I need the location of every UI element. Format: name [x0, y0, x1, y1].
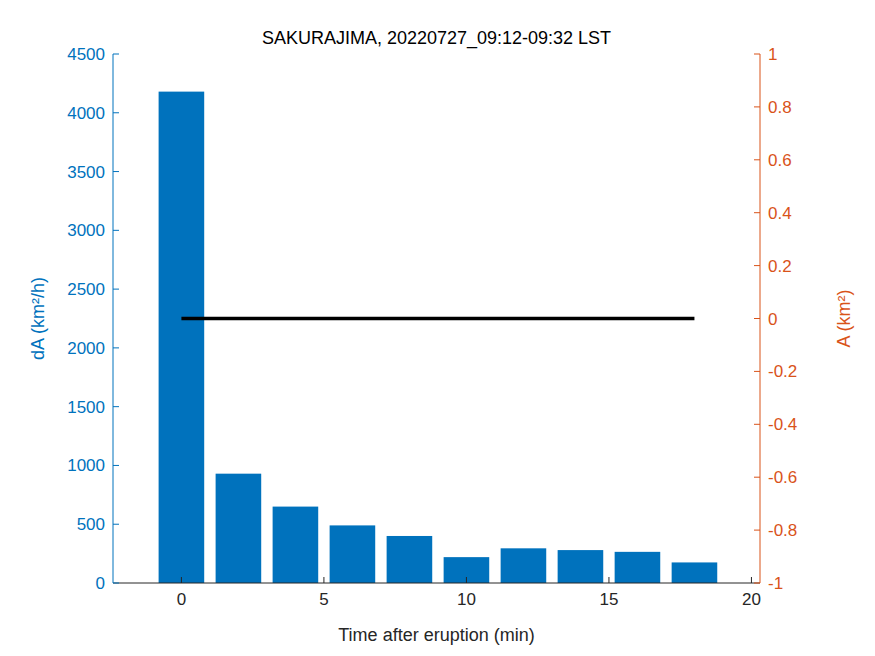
y-tick-label: 4000: [67, 104, 105, 123]
y2-tick: [754, 265, 760, 266]
y2-tick: [754, 54, 760, 55]
bar: [330, 525, 376, 583]
bar: [615, 552, 661, 583]
y-axis-line: [113, 54, 114, 583]
y2-tick: [754, 530, 760, 531]
x-tick: [181, 577, 182, 583]
bar: [216, 474, 262, 583]
y2-tick-label: -0.4: [768, 415, 797, 434]
y2-axis-label: A (km²): [834, 290, 854, 348]
y2-tick-label: -0.8: [768, 521, 797, 540]
y2-tick: [754, 424, 760, 425]
y-tick: [113, 524, 119, 525]
y-tick: [113, 230, 119, 231]
y2-tick-label: 0.6: [768, 151, 792, 170]
y2-tick-label: 1: [768, 45, 777, 64]
x-tick-label: 5: [319, 590, 328, 609]
bar: [501, 548, 547, 583]
x-tick: [751, 577, 752, 583]
x-tick-label: 0: [177, 590, 186, 609]
y2-tick: [754, 159, 760, 160]
x-tick-label: 15: [599, 590, 618, 609]
bar: [273, 507, 319, 583]
y-tick: [113, 289, 119, 290]
bar: [387, 536, 433, 583]
bar: [444, 557, 490, 583]
y2-tick: [754, 583, 760, 584]
line: [181, 317, 694, 321]
y-tick-label: 2000: [67, 339, 105, 358]
y2-tick: [754, 212, 760, 213]
chart-title: SAKURAJIMA, 20220727_09:12-09:32 LST: [262, 28, 611, 49]
chart-container: 0510152005001000150020002500300035004000…: [0, 0, 875, 656]
y2-tick-label: -0.6: [768, 468, 797, 487]
y-tick: [113, 583, 119, 584]
y-tick: [113, 347, 119, 348]
y-tick: [113, 406, 119, 407]
y2-tick: [754, 318, 760, 319]
y-tick-label: 1000: [67, 456, 105, 475]
x-axis-label: Time after eruption (min): [338, 625, 534, 645]
y-tick-label: 1500: [67, 398, 105, 417]
y-tick: [113, 171, 119, 172]
y2-tick-label: -1: [768, 574, 783, 593]
y-tick-label: 3500: [67, 163, 105, 182]
y-tick: [113, 54, 119, 55]
bar: [558, 550, 604, 583]
y-tick: [113, 112, 119, 113]
y-axis-label: dA (km²/h): [28, 277, 48, 360]
y-tick: [113, 465, 119, 466]
y-tick-label: 3000: [67, 221, 105, 240]
y2-tick-label: -0.2: [768, 362, 797, 381]
y-tick-label: 500: [77, 515, 105, 534]
y2-tick: [754, 371, 760, 372]
x-axis-line: [113, 583, 760, 584]
bar: [159, 92, 205, 583]
plot-area: [159, 92, 718, 583]
x-tick: [608, 577, 609, 583]
chart-svg: 0510152005001000150020002500300035004000…: [0, 0, 875, 656]
x-tick-label: 20: [742, 590, 761, 609]
x-tick: [466, 577, 467, 583]
y2-tick-label: 0.2: [768, 257, 792, 276]
y-tick-label: 4500: [67, 45, 105, 64]
y2-tick-label: 0: [768, 310, 777, 329]
y2-tick: [754, 106, 760, 107]
y2-tick-label: 0.8: [768, 98, 792, 117]
y-tick-label: 0: [96, 574, 105, 593]
y-tick-label: 2500: [67, 280, 105, 299]
y2-tick: [754, 477, 760, 478]
bar: [672, 562, 718, 583]
x-tick-label: 10: [457, 590, 476, 609]
x-tick: [323, 577, 324, 583]
y2-tick-label: 0.4: [768, 204, 792, 223]
